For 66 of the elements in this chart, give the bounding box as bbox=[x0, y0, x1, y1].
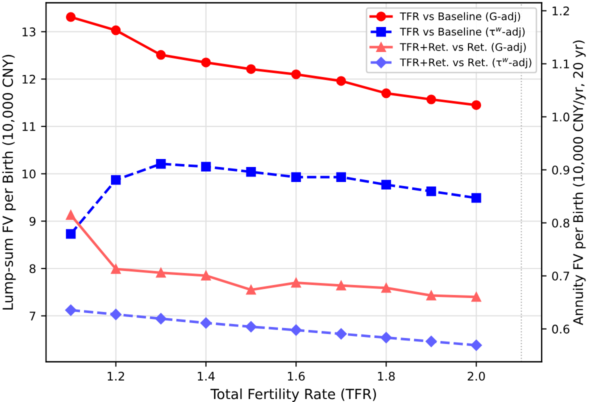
x-tick-label: 1.8 bbox=[378, 372, 395, 381]
point bbox=[201, 58, 211, 68]
point bbox=[110, 25, 121, 36]
point bbox=[381, 88, 392, 98]
y2-tick-label: 0.6 bbox=[552, 324, 570, 334]
point bbox=[155, 313, 167, 324]
point bbox=[66, 12, 76, 22]
y2-axis-title: Annuity FV per Birth (10,000 CNY/yr, 20 yr) bbox=[572, 40, 586, 326]
point bbox=[66, 229, 76, 239]
point bbox=[291, 278, 301, 288]
x-tick-label: 1.2 bbox=[108, 372, 124, 380]
x-tick-label: 1.6 bbox=[288, 372, 305, 381]
point bbox=[291, 172, 301, 182]
y2-tick-label: 1.2 bbox=[552, 6, 569, 16]
y-tick-label: 11 bbox=[22, 122, 36, 131]
point bbox=[380, 332, 392, 344]
y-tick-label: 9 bbox=[30, 216, 36, 226]
legend-label: TFR+Ret. vs Ret. (G-adj) bbox=[400, 42, 526, 53]
point bbox=[110, 308, 122, 320]
y2-tick-label: 1.1 bbox=[552, 60, 570, 68]
point bbox=[336, 280, 346, 290]
point bbox=[291, 69, 301, 80]
point bbox=[65, 304, 76, 316]
y-tick-label: 7 bbox=[30, 312, 36, 320]
legend-label: TFR vs Baseline (τ$^{w}$-adj) bbox=[400, 27, 525, 38]
point bbox=[201, 270, 211, 280]
point bbox=[471, 100, 482, 110]
point bbox=[200, 317, 212, 329]
point bbox=[110, 264, 121, 274]
point bbox=[336, 328, 347, 340]
point bbox=[156, 50, 166, 60]
point bbox=[246, 167, 256, 177]
x-axis-title: Total Fertility Rate (TFR) bbox=[210, 388, 376, 402]
point bbox=[426, 186, 436, 196]
point bbox=[426, 94, 436, 104]
x-tick-label: 1.4 bbox=[198, 372, 215, 380]
point bbox=[426, 336, 437, 348]
point bbox=[470, 340, 482, 351]
point bbox=[66, 210, 76, 220]
point bbox=[110, 175, 121, 185]
y2-tick-label: 1.0 bbox=[552, 112, 570, 122]
x-tick-label: 2.0 bbox=[468, 372, 485, 381]
y2-tick-label: 0.7 bbox=[552, 272, 570, 281]
point bbox=[381, 283, 392, 293]
point bbox=[246, 284, 256, 295]
y2-tick-label: 0.9 bbox=[552, 166, 570, 174]
y-tick-label: 8 bbox=[30, 264, 36, 274]
point bbox=[156, 158, 166, 169]
point bbox=[426, 290, 436, 300]
point bbox=[381, 180, 392, 190]
point bbox=[246, 64, 256, 74]
legend-label: TFR vs Baseline (G-adj) bbox=[400, 12, 520, 22]
point bbox=[471, 193, 482, 203]
point bbox=[336, 76, 346, 86]
point bbox=[290, 324, 302, 336]
y2-tick-label: 0.8 bbox=[552, 218, 570, 228]
point bbox=[156, 268, 166, 278]
y-axis-title: Lump-sum FV per Birth (10,000 CNY) bbox=[2, 54, 16, 310]
point bbox=[245, 321, 257, 332]
point bbox=[471, 292, 482, 302]
point bbox=[336, 172, 346, 182]
y-tick-label: 13 bbox=[22, 27, 36, 36]
legend-label: TFR+Ret. vs Ret. (τ$^{w}$-adj) bbox=[400, 58, 532, 68]
point bbox=[201, 162, 211, 172]
y-tick-label: 10 bbox=[22, 170, 36, 178]
y-tick-label: 12 bbox=[22, 74, 36, 84]
